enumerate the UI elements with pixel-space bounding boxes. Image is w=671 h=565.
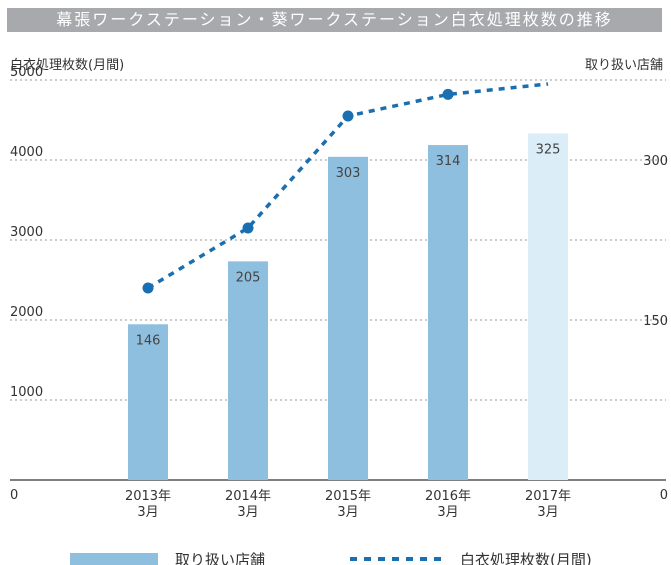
line-point — [242, 222, 254, 234]
left-axis-tick: 2000 — [10, 305, 43, 320]
x-tick-year: 2013年 — [125, 489, 171, 504]
right-axis-tick: 150 — [643, 314, 668, 329]
x-tick-month: 3月 — [337, 505, 358, 520]
x-tick-year: 2015年 — [325, 489, 371, 504]
x-tick-month: 3月 — [237, 505, 258, 520]
x-tick-year: 2016年 — [425, 489, 471, 504]
right-axis-tick: 300 — [643, 154, 668, 169]
x-tick-year: 2017年 — [525, 489, 571, 504]
line-point — [342, 110, 354, 122]
bar — [128, 324, 168, 480]
left-axis-tick: 3000 — [10, 225, 43, 240]
x-tick-month: 3月 — [137, 505, 158, 520]
line-point — [142, 282, 154, 294]
right-axis-title: 取り扱い店舗 — [584, 58, 663, 73]
x-tick-year: 2014年 — [225, 489, 271, 504]
left-axis-tick: 4000 — [10, 145, 43, 160]
bar-value-label: 325 — [536, 142, 561, 157]
bar-value-label: 303 — [336, 166, 361, 181]
chart-title: 幕張ワークステーション・葵ワークステーション白衣処理枚数の推移 — [7, 8, 662, 32]
x-tick-month: 3月 — [537, 505, 558, 520]
bar-value-label: 146 — [136, 333, 161, 348]
bar — [428, 145, 468, 481]
legend-line-label: 白衣処理枚数(月間) — [460, 551, 592, 565]
x-tick-month: 3月 — [437, 505, 458, 520]
bar — [328, 156, 368, 481]
legend-bar-swatch — [70, 553, 158, 565]
bar — [228, 261, 268, 480]
left-axis-tick: 0 — [10, 488, 18, 503]
bar-value-label: 205 — [236, 270, 261, 285]
legend-bar-label: 取り扱い店舗 — [175, 551, 265, 565]
left-axis-title: 白衣処理枚数(月間) — [10, 58, 125, 73]
left-axis-tick: 1000 — [10, 385, 43, 400]
left-axis-tick: 5000 — [10, 65, 43, 80]
right-axis-tick: 0 — [660, 488, 668, 503]
bar — [528, 133, 568, 481]
line-point — [442, 88, 454, 100]
bar-value-label: 314 — [436, 154, 461, 169]
